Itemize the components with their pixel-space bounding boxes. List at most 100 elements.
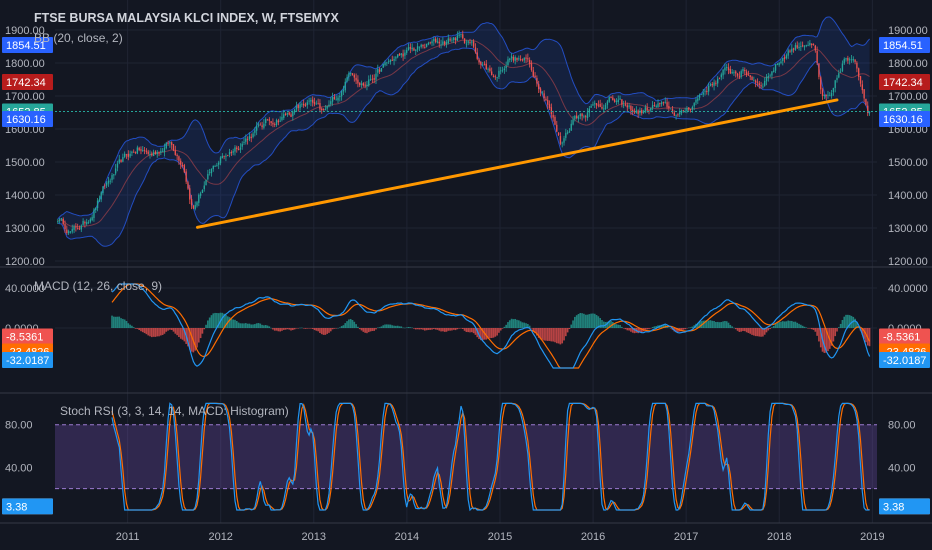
macd-histogram-bar [564, 328, 567, 337]
candle-body [612, 97, 614, 101]
macd-histogram-bar [805, 327, 808, 328]
candle-body [357, 79, 359, 84]
candle-body [454, 38, 457, 41]
candle-body [801, 45, 804, 47]
macd-histogram-bar [217, 313, 220, 328]
macd-histogram-bar [696, 322, 699, 328]
macd-histogram-bar [284, 328, 287, 330]
candle-body [152, 152, 155, 157]
candle-body [424, 47, 426, 48]
macd-histogram-bar [668, 327, 670, 328]
macd-histogram-bar [205, 324, 207, 328]
macd-histogram-bar [201, 328, 204, 334]
macd-histogram-bar [413, 328, 415, 329]
macd-histogram-bar [713, 321, 715, 328]
candle-body [516, 57, 518, 60]
macd-histogram-bar [373, 328, 376, 331]
candle-body [588, 108, 591, 113]
candle-body [330, 101, 332, 105]
candle-body [312, 99, 314, 103]
candle-body [494, 76, 496, 78]
candle-body [610, 96, 612, 98]
macd-histogram-bar [619, 325, 621, 328]
candle-body [863, 89, 865, 99]
macd-histogram-bar [149, 328, 151, 337]
macd-histogram-bar [400, 326, 403, 328]
time-axis[interactable]: 2011 2012 2013 2014 2015 2016 2017 2018 2019 [116, 531, 885, 543]
candle-body [838, 73, 840, 78]
macd-histogram-bar [337, 327, 339, 329]
candle-body [830, 93, 833, 97]
candle-body [644, 107, 647, 112]
macd-histogram-bar [282, 328, 285, 330]
candle-body [711, 84, 713, 86]
macd-histogram-bar [863, 328, 865, 339]
macd-histogram-bar [456, 328, 459, 330]
candle-body [814, 45, 816, 51]
macd-histogram-bar [281, 328, 283, 331]
candle-body [342, 89, 345, 92]
candle-body [339, 96, 341, 98]
candle-body [651, 105, 654, 109]
candle-body [856, 62, 858, 69]
macd-histogram-bar [628, 328, 630, 331]
candle-body [413, 48, 415, 51]
macd-histogram-bar [188, 328, 191, 350]
candle-body [189, 188, 191, 200]
price-right-tick: 1500.00 [888, 157, 928, 169]
price-axes[interactable]: 1900.00 1900.00 1800.00 1800.00 1700.00 1700.… [2, 25, 930, 515]
macd-histogram-bar [306, 328, 309, 329]
candle-body [530, 63, 533, 70]
macd-histogram-bar [809, 328, 811, 329]
candle-body [344, 81, 346, 91]
trendline [195, 98, 839, 229]
candle-body [248, 136, 251, 140]
candle-body [753, 80, 755, 82]
macd-histogram-bar [416, 328, 419, 330]
macd-histogram-bar [852, 316, 855, 328]
candle-body [585, 116, 587, 118]
candle-body [147, 151, 149, 154]
candle-body [469, 42, 471, 43]
macd-histogram-bar [845, 314, 847, 328]
candle-body [501, 70, 504, 72]
candle-body [283, 114, 285, 118]
macd-histogram-bar [196, 328, 198, 348]
candle-body [107, 180, 110, 184]
macd-histogram-bar [669, 328, 672, 329]
macd-histogram-bar [861, 328, 864, 335]
candle-body [467, 41, 469, 43]
candle-body [575, 115, 578, 119]
candle-body [669, 108, 672, 110]
candle-body [754, 80, 757, 83]
macd-histogram-bar [248, 323, 251, 328]
macd-histogram-bar [263, 325, 265, 328]
stoch-rsi-label[interactable]: Stoch RSI (3, 3, 14, 14, MACD: Histogram… [60, 404, 289, 418]
macd-histogram-bar [532, 328, 535, 332]
candle-body [142, 150, 144, 151]
macd-histogram-bar [295, 328, 298, 329]
macd-histogram-bar [590, 313, 592, 328]
candle-body [199, 193, 202, 196]
macd-histogram-bar [543, 328, 545, 341]
macd-histogram-bar [268, 326, 271, 328]
macd-label[interactable]: MACD (12, 26, close, 9) [34, 279, 162, 293]
candle-body [543, 93, 545, 99]
candle-body [225, 155, 227, 157]
candle-body [463, 38, 466, 44]
macd-histogram-bar [393, 325, 395, 328]
candle-body [547, 100, 549, 105]
candle-body [255, 126, 258, 131]
macd-histogram-bar [743, 328, 746, 332]
macd-histogram-bar [147, 328, 150, 336]
macd-histogram-bar [492, 328, 495, 338]
bb-label[interactable]: BB (20, close, 2) [34, 31, 123, 45]
candle-body [400, 53, 402, 55]
macd-histogram-bar [116, 316, 119, 328]
candle-body [161, 151, 164, 153]
candle-body [136, 147, 139, 154]
stoch-left-tick: 80.00 [5, 420, 33, 432]
candle-body [847, 57, 849, 61]
candle-body [867, 105, 869, 113]
